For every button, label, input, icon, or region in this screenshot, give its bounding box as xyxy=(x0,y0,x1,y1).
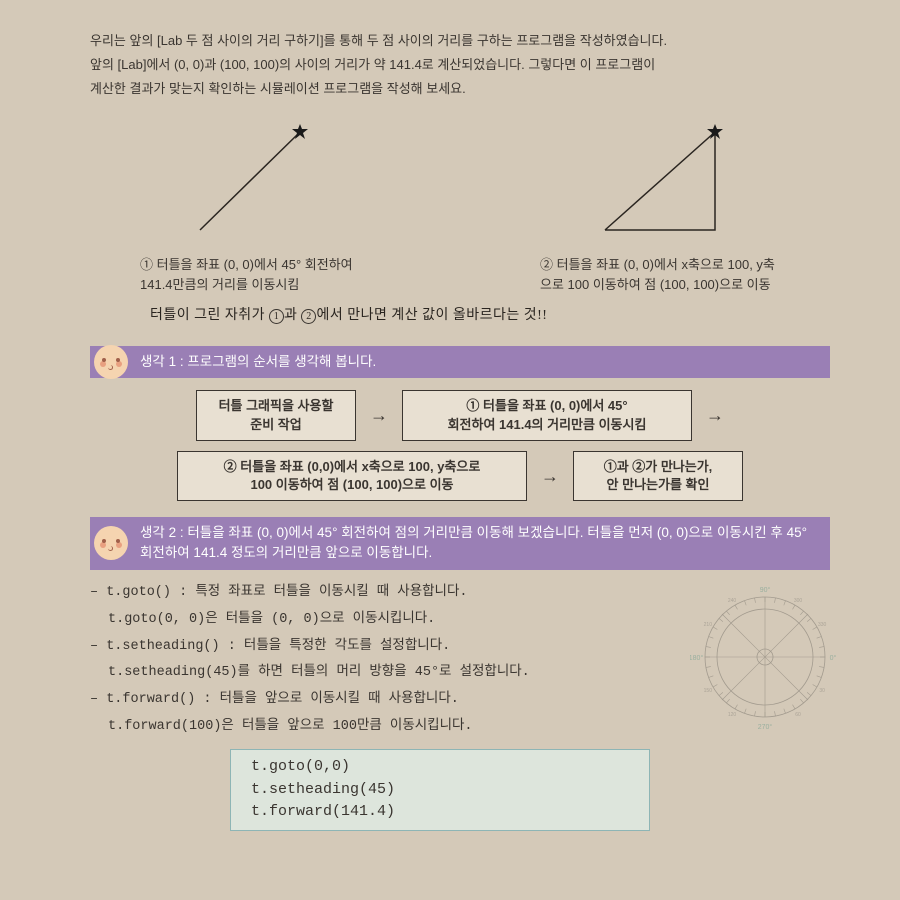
flow-box-3: ② 터틀을 좌표 (0,0)에서 x축으로 100, y축으로100 이동하여 … xyxy=(177,451,527,501)
svg-text:240: 240 xyxy=(728,598,737,604)
svg-text:180°: 180° xyxy=(690,654,703,662)
svg-text:150: 150 xyxy=(704,688,713,694)
intro-line-2: 앞의 [Lab]에서 (0, 0)과 (100, 100)의 사이의 거리가 약… xyxy=(90,54,830,76)
thought-2-header: 생각 2 : 터틀을 좌표 (0, 0)에서 45° 회전하여 점의 거리만큼 … xyxy=(90,517,830,570)
svg-text:60: 60 xyxy=(795,712,801,718)
svg-text:0°: 0° xyxy=(830,654,837,662)
flow-box-4: ①과 ②가 만나는가,안 만나는가를 확인 xyxy=(573,451,743,501)
face-icon xyxy=(94,345,128,379)
method-list: – t.goto() : 특정 좌표로 터틀을 이동시킬 때 사용합니다. t.… xyxy=(90,582,830,740)
code-line-3: t.forward(141.4) xyxy=(251,801,629,824)
diagram-1-svg xyxy=(170,120,350,240)
flow-row-1: 터틀 그래픽을 사용할준비 작업 → ① 터틀을 좌표 (0, 0)에서 45°… xyxy=(90,390,830,440)
flow-box-1: 터틀 그래픽을 사용할준비 작업 xyxy=(196,390,356,440)
compass-icon: 30 60 120 150 210 240 300 330 90° 0° 180° 270° xyxy=(690,582,840,732)
thought-2-title: 생각 2 : 터틀을 좌표 (0, 0)에서 45° 회전하여 점의 거리만큼 … xyxy=(140,525,807,560)
svg-text:300: 300 xyxy=(794,598,803,604)
code-line-2: t.setheading(45) xyxy=(251,779,629,802)
intro-line-3: 계산한 결과가 맞는지 확인하는 시뮬레이션 프로그램을 작성해 보세요. xyxy=(90,78,830,100)
diagram-2-caption: ② 터틀을 좌표 (0, 0)에서 x축으로 100, y축으로 100 이동하… xyxy=(520,255,800,294)
svg-text:270°: 270° xyxy=(758,723,773,731)
code-line-1: t.goto(0,0) xyxy=(251,756,629,779)
diagram-2: ② 터틀을 좌표 (0, 0)에서 x축으로 100, y축으로 100 이동하… xyxy=(520,120,800,294)
svg-text:210: 210 xyxy=(704,622,713,628)
diagram-2-svg xyxy=(565,120,755,240)
code-block: t.goto(0,0) t.setheading(45) t.forward(1… xyxy=(230,749,650,831)
diagram-1: ① 터틀을 좌표 (0, 0)에서 45° 회전하여 141.4만큼의 거리를 … xyxy=(120,120,400,294)
arrow-icon: → xyxy=(706,400,724,431)
flow-row-2: ② 터틀을 좌표 (0,0)에서 x축으로 100, y축으로100 이동하여 … xyxy=(90,451,830,501)
flow-box-2: ① 터틀을 좌표 (0, 0)에서 45°회전하여 141.4의 거리만큼 이동… xyxy=(402,390,692,440)
svg-text:330: 330 xyxy=(818,622,827,628)
svg-text:30: 30 xyxy=(819,688,825,694)
intro-text: 우리는 앞의 [Lab 두 점 사이의 거리 구하기]를 통해 두 점 사이의 … xyxy=(90,30,830,100)
diagram-row: ① 터틀을 좌표 (0, 0)에서 45° 회전하여 141.4만큼의 거리를 … xyxy=(90,120,830,294)
svg-text:90°: 90° xyxy=(760,586,771,594)
svg-text:120: 120 xyxy=(728,712,737,718)
thought-1-header: 생각 1 : 프로그램의 순서를 생각해 봅니다. xyxy=(90,346,830,378)
face-icon xyxy=(94,526,128,560)
arrow-icon: → xyxy=(370,400,388,431)
diagram-1-caption: ① 터틀을 좌표 (0, 0)에서 45° 회전하여 141.4만큼의 거리를 … xyxy=(120,255,400,294)
handwritten-note: 터틀이 그린 자취가 1과 2에서 만나면 계산 값이 올바르다는 것!! xyxy=(150,304,830,328)
thought-1-title: 생각 1 : 프로그램의 순서를 생각해 봅니다. xyxy=(140,354,376,369)
intro-line-1: 우리는 앞의 [Lab 두 점 사이의 거리 구하기]를 통해 두 점 사이의 … xyxy=(90,30,830,52)
arrow-icon: → xyxy=(541,461,559,492)
